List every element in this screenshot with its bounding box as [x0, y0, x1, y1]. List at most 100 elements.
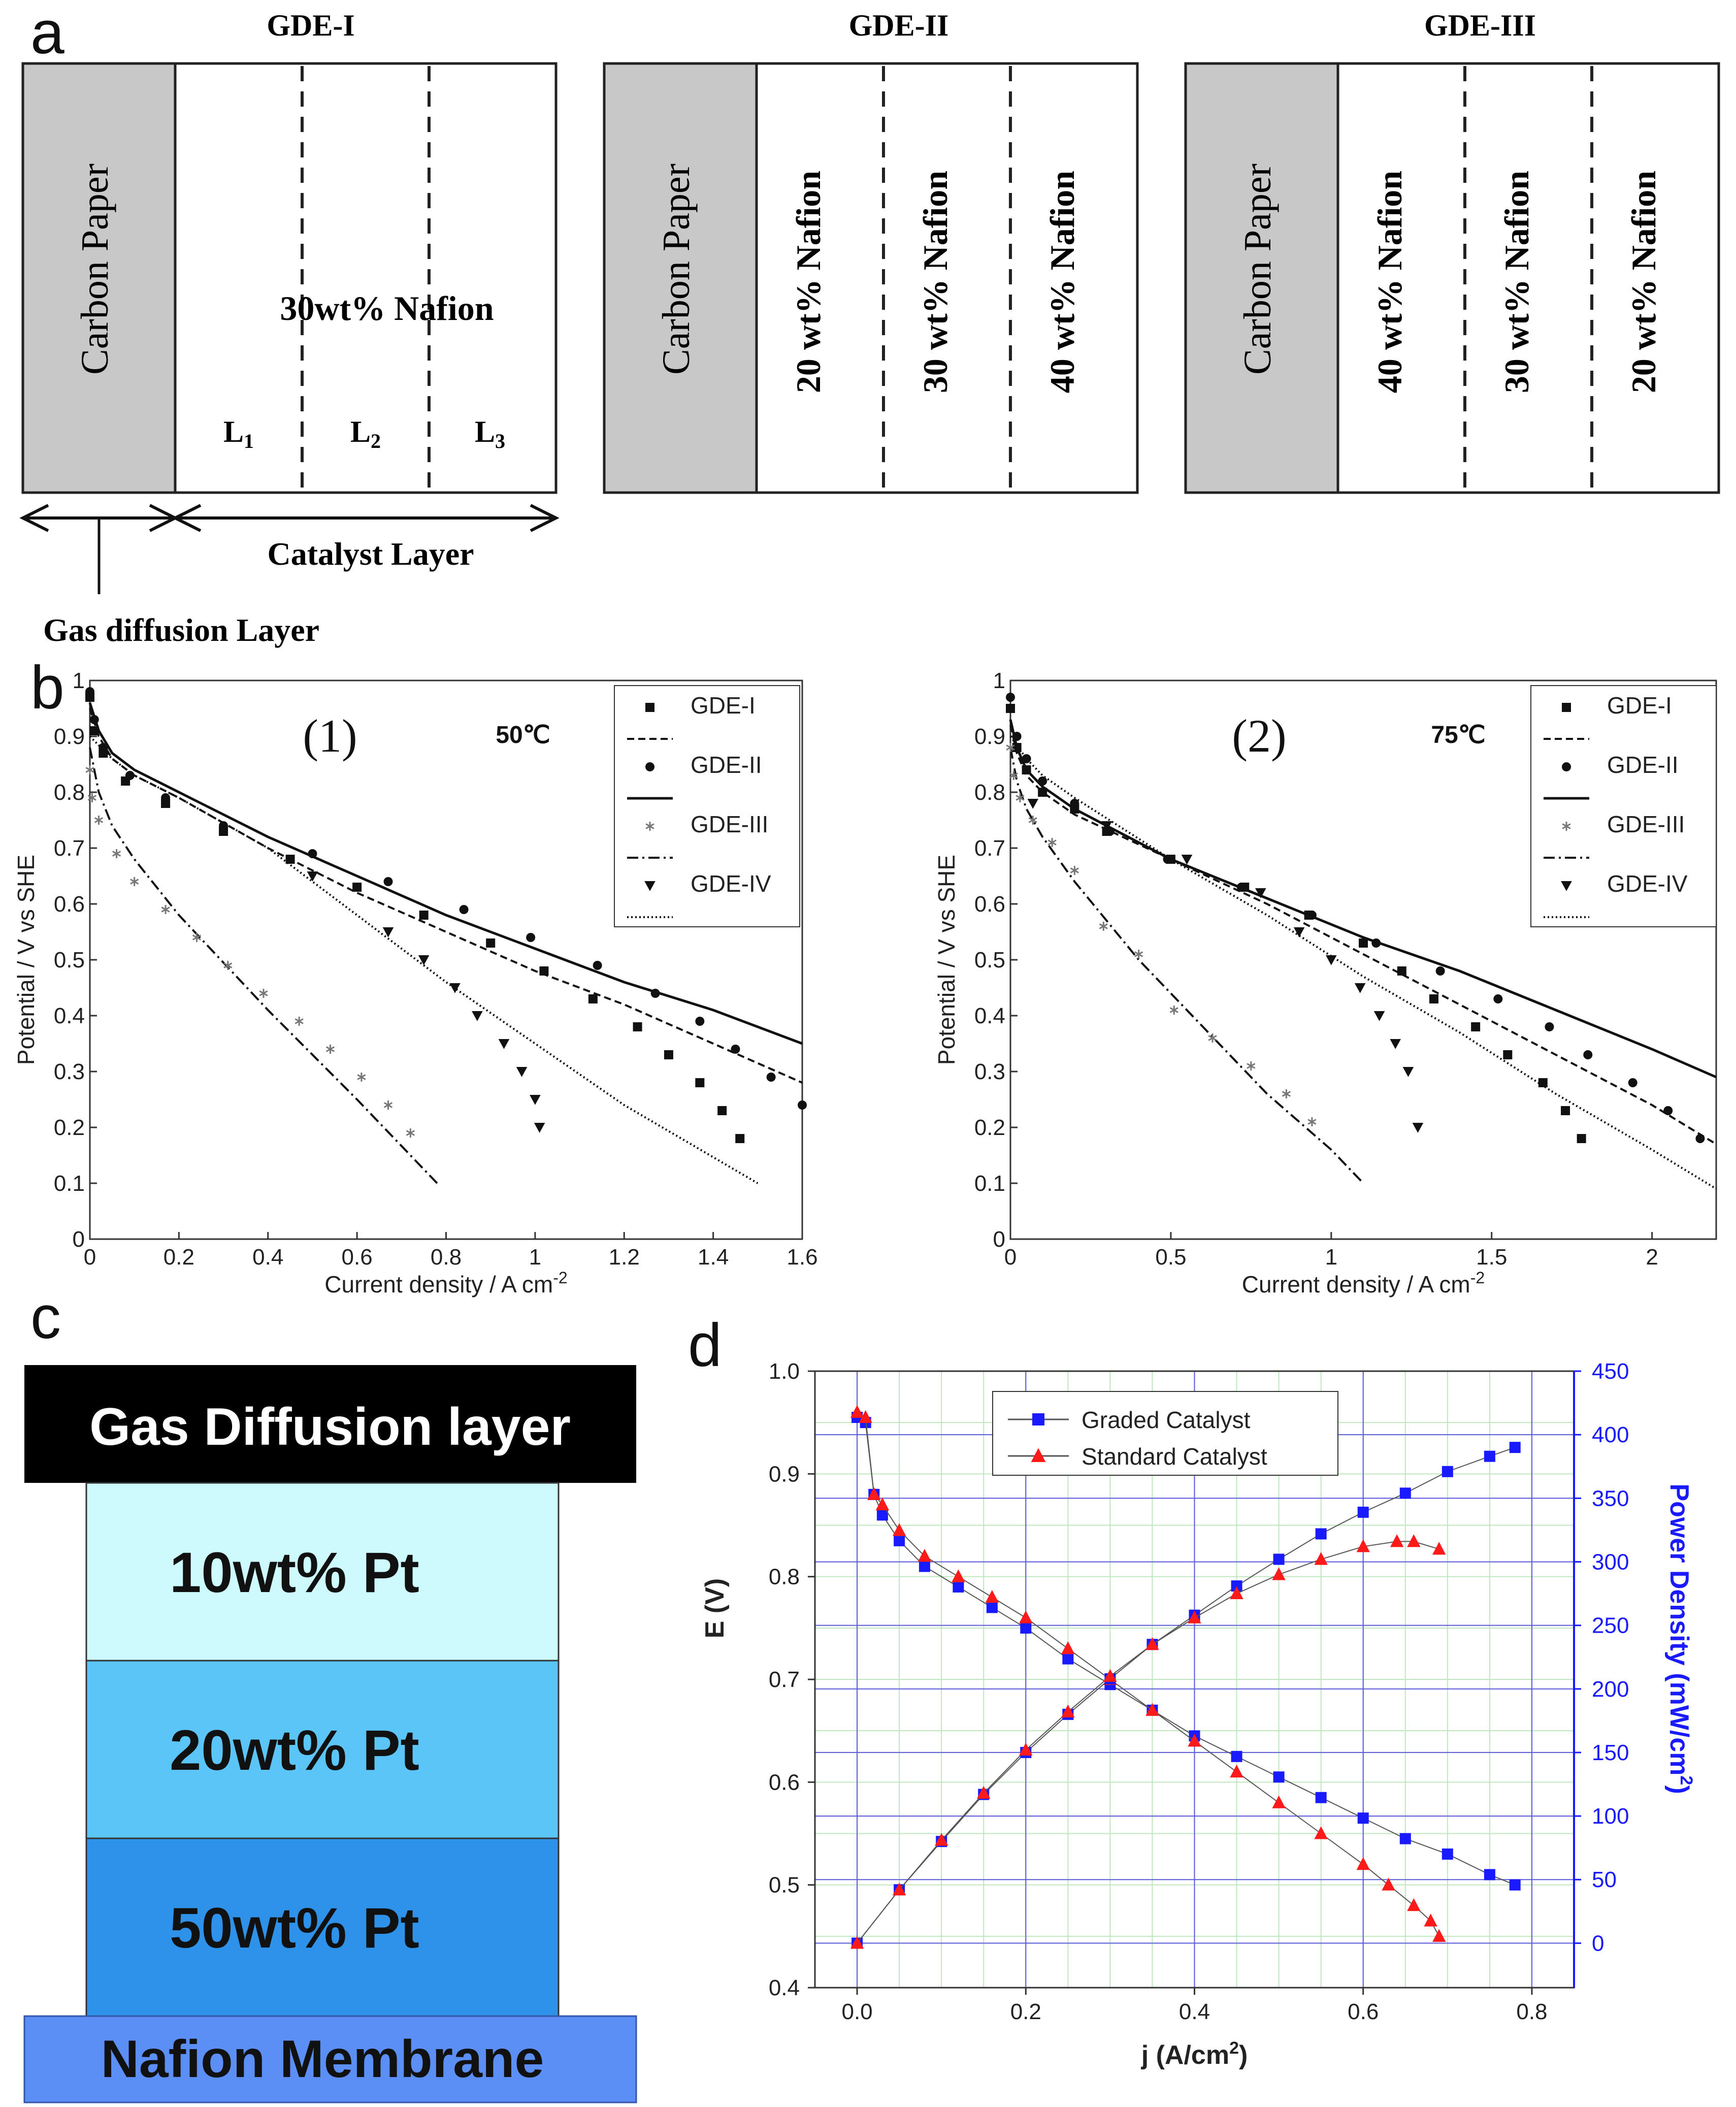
data-point: [1028, 816, 1037, 825]
fit-line: [89, 735, 759, 1184]
data-point: [1061, 1704, 1075, 1717]
gde1-carbon-paper-label: Carbon Paper: [74, 164, 116, 375]
x-tick-label: 0.2: [1010, 1999, 1041, 2024]
data-point: [534, 1123, 545, 1133]
data-point: [294, 1017, 304, 1026]
data-point: [85, 687, 94, 696]
x-tick-label: 2: [1646, 1245, 1658, 1270]
gde3-layer-2: 30 wt% Nafion: [1497, 171, 1536, 393]
data-point: [1230, 1586, 1243, 1600]
gde1-layer-l3: L3: [475, 415, 505, 452]
data-point: [1070, 866, 1079, 875]
data-point: [498, 1039, 510, 1049]
data-point: [934, 1833, 948, 1846]
data-point: [1402, 1067, 1414, 1077]
data-point: [798, 1100, 807, 1110]
y-tick-label: 0.7: [769, 1667, 800, 1692]
y-tick-label: 0.9: [974, 724, 1005, 749]
data-point: [985, 1590, 999, 1603]
panel-letter-a: a: [30, 0, 64, 67]
y-tick-label: 0.5: [54, 948, 85, 973]
data-point: [875, 1497, 890, 1511]
data-point: [1412, 1123, 1424, 1133]
nafion-membrane-block: [23, 2015, 637, 2103]
chart-b1: 0 0.2 0.4 0.6 0.8 1 1.2 1.4 1.6 0 0.1 0.2 0.3 0.4 0.5 0…: [13, 668, 818, 1298]
data-point: [219, 821, 228, 830]
data-point: [130, 877, 139, 886]
panel-c: c Gas Diffusion layer 10wt% Pt 20wt% Pt …: [23, 1283, 637, 2103]
gas-diffusion-layer-block: [24, 1365, 636, 1483]
data-point: [1282, 1089, 1291, 1098]
legend-marker: [645, 822, 654, 831]
y-tick-label: 0.6: [974, 892, 1005, 917]
gde3-carbon-paper-label: Carbon Paper: [1236, 164, 1279, 375]
data-point: [1538, 1078, 1548, 1087]
data-point: [87, 793, 96, 802]
data-point: [1432, 1542, 1446, 1555]
legend-label: GDE-III: [691, 811, 768, 837]
y2-tick-label: 150: [1592, 1740, 1629, 1765]
data-point: [1006, 704, 1015, 713]
data-point: [382, 927, 394, 937]
x-tick-label: 1.5: [1476, 1245, 1507, 1270]
data-point: [918, 1548, 932, 1562]
data-point: [1006, 743, 1015, 752]
y-tick-label: 1: [73, 668, 85, 693]
data-point: [539, 966, 549, 976]
data-point: [695, 1017, 705, 1026]
data-point: [1099, 922, 1108, 931]
gde2-layer-3: 40 wt% Nafion: [1043, 171, 1082, 393]
data-point: [1012, 732, 1022, 741]
data-point: [383, 1100, 393, 1110]
data-point: [1272, 1567, 1286, 1580]
data-point: [1019, 1742, 1033, 1756]
data-point: [1047, 838, 1057, 847]
data-point: [1009, 771, 1018, 780]
data-point: [85, 765, 94, 774]
gde2-carbon-paper: [603, 62, 758, 494]
data-point: [1027, 799, 1039, 809]
data-point: [952, 1569, 965, 1582]
y-tick-label: 0.4: [54, 1003, 85, 1028]
data-point: [1357, 1812, 1369, 1824]
gde2-layer-1: 20 wt% Nafion: [789, 171, 828, 393]
data-point: [1134, 950, 1143, 959]
legend-box: [614, 685, 800, 927]
fit-line: [1009, 735, 1717, 1190]
data-point: [449, 983, 461, 993]
x-tick-label: 0.8: [431, 1245, 462, 1270]
data-point: [1145, 1637, 1159, 1650]
data-point: [308, 849, 317, 858]
pt-layer-20: [85, 1660, 560, 1839]
data-point: [1356, 1539, 1370, 1552]
x-axis-label: j (A/cm2): [1141, 2038, 1248, 2070]
data-point: [1509, 1879, 1521, 1891]
y-tick-label: 0.2: [974, 1115, 1005, 1140]
data-point: [1230, 1764, 1243, 1778]
y-tick-label: 0.8: [974, 780, 1005, 805]
data-point: [1432, 1929, 1446, 1942]
temperature-annotation: 75℃: [1431, 722, 1485, 749]
y-axis-label: E (V): [700, 1578, 730, 1638]
data-point: [1354, 983, 1366, 993]
x-tick-label: 0.0: [841, 1999, 872, 2024]
data-point: [1577, 1134, 1586, 1143]
data-point: [1016, 793, 1025, 802]
legend-marker: [1561, 881, 1572, 891]
data-point: [486, 938, 496, 948]
y2-axis-label: Power Density (mW/cm2): [1664, 1483, 1696, 1794]
data-point: [1145, 1703, 1159, 1716]
y-tick-label: 0.7: [54, 836, 85, 861]
legend-marker: [1032, 1413, 1044, 1425]
data-point: [735, 1134, 745, 1143]
gde1-diagram: GDE-I Carbon Paper 30wt% Nafion L1 L2 L3…: [19, 9, 560, 648]
y-tick-label: 0.8: [54, 780, 85, 805]
data-point: [1435, 966, 1445, 976]
data-point: [1247, 1061, 1256, 1071]
y2-tick-label: 250: [1592, 1613, 1629, 1638]
data-point: [1397, 966, 1406, 976]
data-point: [1390, 1039, 1401, 1049]
data-point: [1236, 883, 1246, 892]
data-point: [1038, 776, 1047, 786]
